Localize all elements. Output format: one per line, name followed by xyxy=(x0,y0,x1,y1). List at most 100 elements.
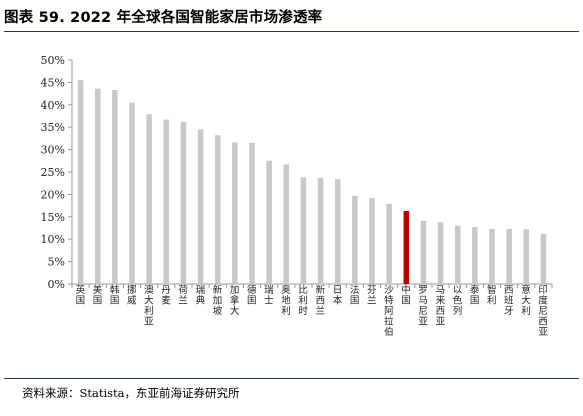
x-tick-label: 瑞典 xyxy=(196,284,206,307)
x-tick-label-char: 西 xyxy=(538,317,548,328)
x-tick-label-char: 国 xyxy=(110,296,120,307)
x-tick-label-char: 来 xyxy=(436,296,446,307)
x-tick-label-char: 印 xyxy=(538,284,548,296)
x-tick-label: 英国 xyxy=(76,284,86,307)
bar xyxy=(146,114,152,284)
x-tick-label: 美国 xyxy=(93,284,103,307)
title-rule xyxy=(4,31,579,32)
x-tick-label-char: 特 xyxy=(384,295,394,307)
x-tick-label-char: 马 xyxy=(418,296,428,307)
x-tick-label-char: 典 xyxy=(196,295,206,307)
x-tick-label-char: 国 xyxy=(401,296,411,307)
x-tick-label: 意大利 xyxy=(521,284,531,317)
x-tick-label-char: 班 xyxy=(504,295,514,307)
x-tick-label: 比利时 xyxy=(298,284,308,317)
x-tick-label: 德国 xyxy=(247,284,257,307)
x-tick-label: 马来西亚 xyxy=(436,285,446,328)
bar xyxy=(266,160,272,284)
x-tick-label: 荷兰 xyxy=(178,285,188,307)
x-tick-label-char: 牙 xyxy=(504,306,514,317)
x-tick-label-char: 国 xyxy=(350,296,360,307)
x-tick-label: 泰国 xyxy=(470,284,480,307)
x-tick-label: 澳大利亚 xyxy=(144,284,154,328)
x-tick-label-char: 兰 xyxy=(367,295,377,307)
x-tick-label-char: 尼 xyxy=(418,306,428,317)
y-tick-label: 10% xyxy=(41,233,65,246)
x-tick-label-char: 利 xyxy=(144,305,154,317)
x-tick-label-char: 日 xyxy=(333,285,343,296)
x-tick-label: 挪威 xyxy=(127,284,137,307)
x-tick-label-char: 利 xyxy=(298,295,308,307)
x-tick-label-char: 兰 xyxy=(178,295,188,307)
x-tick-label: 法国 xyxy=(350,284,360,307)
x-tick-label-char: 大 xyxy=(521,295,531,307)
x-tick-label-char: 国 xyxy=(76,296,86,307)
x-tick-label-char: 英 xyxy=(76,284,86,296)
x-tick-label: 丹麦 xyxy=(161,285,171,307)
x-tick-label-char: 地 xyxy=(281,295,291,307)
x-tick-label: 奥地利 xyxy=(281,284,291,317)
x-tick-label-char: 威 xyxy=(127,295,137,307)
x-tick-label: 芬兰 xyxy=(367,285,377,307)
x-tick-label: 韩国 xyxy=(110,284,120,307)
x-tick-label-char: 丹 xyxy=(161,285,171,296)
bar xyxy=(334,179,341,284)
bar xyxy=(437,222,444,284)
x-tick-label-char: 利 xyxy=(487,295,497,307)
bar-chart: 0%5%10%15%20%25%30%35%40%45%50%英国美国韩国挪威澳… xyxy=(41,54,553,338)
bar xyxy=(403,210,410,284)
bar xyxy=(112,90,118,285)
x-tick-label-char: 利 xyxy=(281,305,291,317)
bar xyxy=(197,129,204,284)
bar xyxy=(180,121,187,284)
bar xyxy=(352,195,358,284)
x-tick-label: 沙特阿拉伯 xyxy=(384,285,394,338)
x-tick-label-char: 沙 xyxy=(384,285,394,296)
x-tick-label-char: 亚 xyxy=(144,317,154,328)
x-tick-label-char: 亚 xyxy=(418,317,428,328)
x-tick-label-char: 加 xyxy=(213,296,223,307)
x-tick-label-char: 大 xyxy=(144,295,154,307)
bar xyxy=(420,220,427,284)
x-tick-label-char: 亚 xyxy=(538,327,548,338)
y-tick-label: 50% xyxy=(41,54,65,67)
x-tick-label-char: 西 xyxy=(504,285,514,296)
x-tick-label-char: 大 xyxy=(230,305,240,317)
x-tick-label-char: 韩 xyxy=(110,284,120,296)
x-tick-label-char: 瑞 xyxy=(264,284,274,296)
x-tick-label: 新加坡 xyxy=(213,284,223,317)
y-tick-label: 35% xyxy=(41,121,65,134)
x-tick-label: 印度尼西亚 xyxy=(538,284,548,338)
bar xyxy=(163,119,170,284)
x-tick-label-char: 本 xyxy=(333,295,343,307)
y-tick-label: 15% xyxy=(41,211,65,224)
x-tick-label-char: 拉 xyxy=(384,316,394,328)
x-tick-label-char: 时 xyxy=(298,305,308,317)
x-tick-label: 中国 xyxy=(401,284,411,307)
x-tick-label-char: 法 xyxy=(350,284,360,296)
x-tick-label-char: 芬 xyxy=(367,285,377,296)
x-tick-label-char: 澳 xyxy=(144,284,154,296)
source-note: 资料来源：Statista，东亚前海证券研究所 xyxy=(22,386,240,400)
source-rule xyxy=(4,378,579,379)
x-tick-label-char: 列 xyxy=(453,305,463,317)
x-tick-label: 瑞士 xyxy=(264,284,274,307)
y-tick-label: 40% xyxy=(41,99,65,112)
bar xyxy=(489,228,495,284)
bar xyxy=(386,203,392,284)
x-tick-label-char: 坡 xyxy=(213,305,223,317)
x-tick-label-char: 加 xyxy=(230,285,240,296)
bar xyxy=(506,228,512,284)
y-tick-label: 20% xyxy=(41,188,65,201)
x-tick-label-char: 马 xyxy=(436,285,446,296)
x-tick-label-char: 德 xyxy=(247,284,257,296)
x-tick-label-char: 智 xyxy=(487,284,497,296)
bar xyxy=(232,142,238,284)
x-tick-label-char: 瑞 xyxy=(196,284,206,296)
y-tick-label: 0% xyxy=(48,278,65,291)
x-tick-label: 加拿大 xyxy=(230,285,240,317)
x-tick-label-char: 罗 xyxy=(418,285,428,296)
x-tick-label-char: 荷 xyxy=(178,285,188,296)
bar xyxy=(454,225,461,284)
y-tick-label: 30% xyxy=(41,144,65,157)
